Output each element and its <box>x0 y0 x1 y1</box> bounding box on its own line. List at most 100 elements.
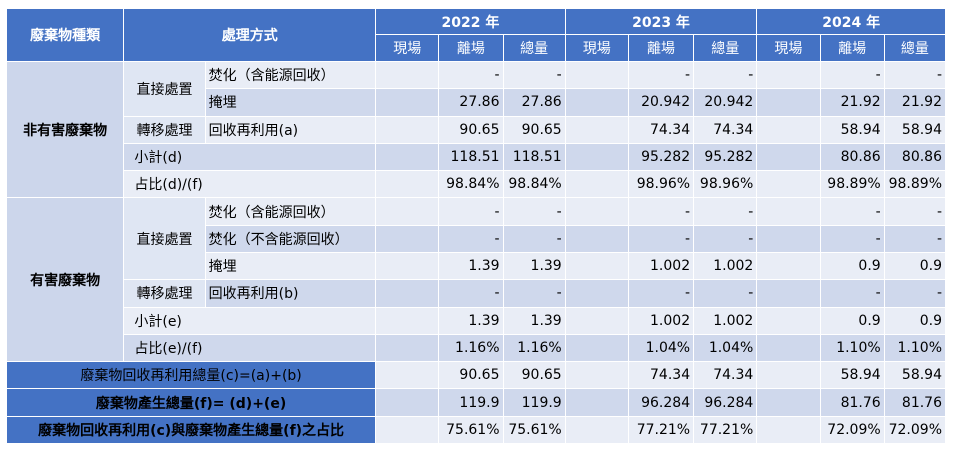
cell: 90.65 <box>502 115 566 144</box>
cell: 81.76 <box>819 388 885 417</box>
cell: - <box>883 197 947 226</box>
row-label: 小計(d) <box>123 142 377 172</box>
cell: 1.10% <box>883 333 947 363</box>
cell: - <box>693 224 758 253</box>
cell: 0.9 <box>883 306 947 335</box>
cell: 95.282 <box>627 142 695 172</box>
subgroup-direct: 直接處置 <box>123 197 206 281</box>
cell <box>564 361 629 390</box>
cell: - <box>438 60 504 90</box>
cell: 72.09% <box>883 415 947 445</box>
table-row: 有害廢棄物 直接處置 焚化（含能源回收） - - - - - - <box>5 197 947 363</box>
cell: 77.21% <box>693 415 758 445</box>
cell: - <box>502 197 566 226</box>
table-row: 廢棄物產生總量(f)= (d)+(e) 119.9 119.9 96.284 9… <box>5 388 947 417</box>
cell <box>756 115 821 144</box>
cell: 74.34 <box>693 115 758 144</box>
row-label: 占比(d)/(f) <box>123 170 377 199</box>
cell: - <box>502 224 566 253</box>
cell: 1.002 <box>627 306 695 335</box>
cell <box>756 306 821 335</box>
cell <box>756 333 821 363</box>
cell: 90.65 <box>502 361 566 390</box>
cell: 1.002 <box>627 251 695 281</box>
cell: - <box>502 279 566 308</box>
cell: 118.51 <box>502 142 566 172</box>
table-row: 轉移處理 回收再利用(b) - - - - - - <box>7 279 947 308</box>
cell <box>375 415 440 445</box>
cell: 1.002 <box>693 306 758 335</box>
cell: 74.34 <box>693 361 758 390</box>
cell <box>375 197 440 226</box>
cell <box>375 361 440 390</box>
cell: 98.84% <box>502 170 566 199</box>
table-row: 轉移處理 回收再利用(a) 90.65 90.65 74.34 74.34 58… <box>7 115 947 144</box>
cell: 90.65 <box>438 361 504 390</box>
cell: 1.39 <box>438 251 504 281</box>
table-row: 小計(e) 1.39 1.39 1.002 1.002 0.9 0.9 <box>7 306 947 335</box>
cell <box>756 142 821 172</box>
cell: - <box>819 279 885 308</box>
cell <box>756 197 821 226</box>
cell: 21.92 <box>819 88 885 117</box>
cell: - <box>883 224 947 253</box>
cell: - <box>627 60 695 90</box>
cell: 27.86 <box>502 88 566 117</box>
cell: 58.94 <box>883 361 947 390</box>
cell: - <box>883 279 947 308</box>
cell <box>756 170 821 199</box>
row-label: 焚化（不含能源回收） <box>204 224 377 253</box>
cell: 1.16% <box>438 333 504 363</box>
cell: - <box>693 279 758 308</box>
header-onsite: 現場 <box>564 34 629 62</box>
summary-recycled-total-label: 廢棄物回收再利用總量(c)=(a)+(b) <box>5 361 377 390</box>
header-year-2024: 2024 年 <box>756 8 946 35</box>
table-row: 非有害廢棄物 直接處置 焚化（含能源回收） - - - - - - <box>5 60 947 199</box>
row-label: 焚化（含能源回收） <box>204 60 377 90</box>
cell <box>375 60 440 90</box>
cell: 98.84% <box>438 170 504 199</box>
header-offsite: 離場 <box>819 34 885 62</box>
cell: - <box>693 60 758 90</box>
cell <box>564 306 629 335</box>
header-onsite: 現場 <box>375 34 440 62</box>
cell: 81.76 <box>883 388 947 417</box>
cell: - <box>627 197 695 226</box>
cell: 75.61% <box>502 415 566 445</box>
cell <box>756 415 821 445</box>
cell: - <box>819 197 885 226</box>
cell: 96.284 <box>627 388 695 417</box>
cell <box>564 170 629 199</box>
table-row: 廢棄物回收再利用總量(c)=(a)+(b) 90.65 90.65 74.34 … <box>5 361 947 390</box>
cell <box>375 88 440 117</box>
cell <box>375 306 440 335</box>
cell <box>756 251 821 281</box>
cell <box>756 60 821 90</box>
subgroup-transfer: 轉移處理 <box>123 279 206 308</box>
cell: 1.04% <box>627 333 695 363</box>
header-offsite: 離場 <box>627 34 695 62</box>
cell: - <box>502 60 566 90</box>
cell: 77.21% <box>627 415 695 445</box>
cell: 0.9 <box>883 251 947 281</box>
summary-generated-total-label: 廢棄物產生總量(f)= (d)+(e) <box>5 388 377 417</box>
cell <box>375 251 440 281</box>
cell: 1.10% <box>819 333 885 363</box>
subgroup-transfer: 轉移處理 <box>123 115 206 144</box>
cell: - <box>883 60 947 90</box>
cell: - <box>627 224 695 253</box>
header-total: 總量 <box>502 34 566 62</box>
cell <box>756 388 821 417</box>
cell <box>564 333 629 363</box>
cell: 98.96% <box>627 170 695 199</box>
cell: - <box>438 279 504 308</box>
header-year-2023: 2023 年 <box>564 8 758 35</box>
cell: 118.51 <box>438 142 504 172</box>
cell: 58.94 <box>819 115 885 144</box>
header-method: 處理方式 <box>123 8 377 62</box>
cell: 80.86 <box>883 142 947 172</box>
cell <box>375 224 440 253</box>
summary-recycling-ratio-label: 廢棄物回收再利用(c)與廢棄物產生總量(f)之占比 <box>5 415 377 445</box>
cell <box>564 115 629 144</box>
row-label: 回收再利用(a) <box>204 115 377 144</box>
